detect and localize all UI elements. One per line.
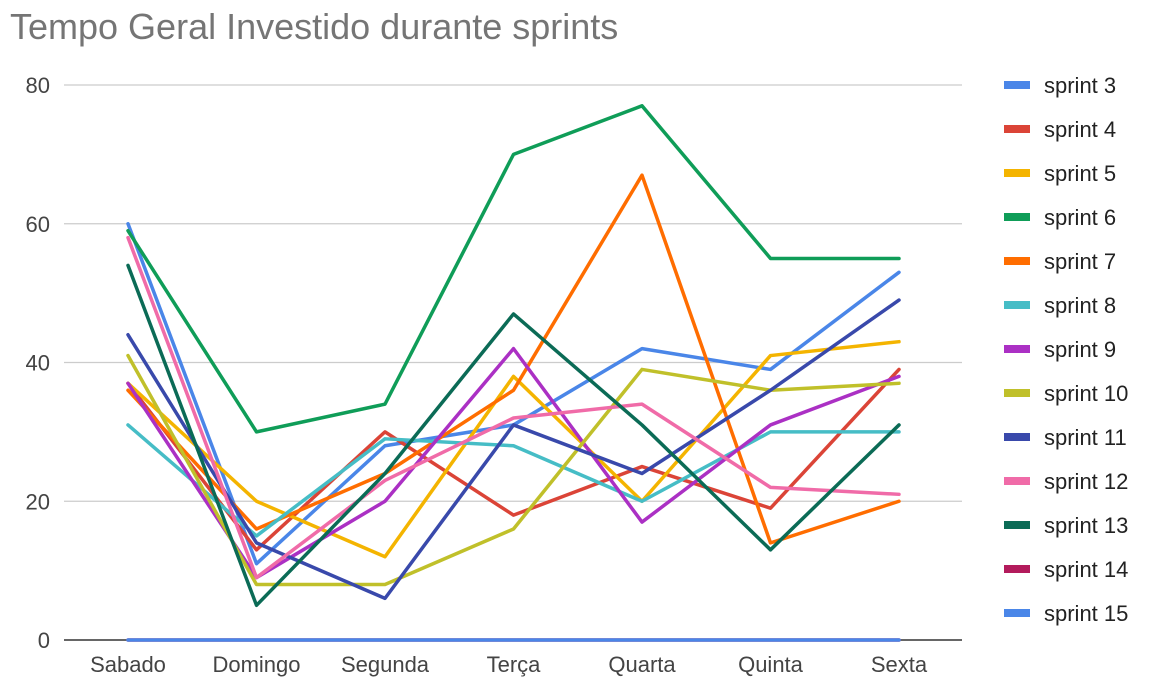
legend-swatch: [1004, 125, 1030, 133]
y-tick-label: 40: [26, 351, 50, 376]
series-line: [126, 367, 901, 552]
x-tick-label: Segunda: [341, 652, 430, 677]
y-tick-label: 80: [26, 73, 50, 98]
series-lines: [126, 104, 901, 642]
legend-swatch: [1004, 213, 1030, 221]
y-tick-label: 20: [26, 489, 50, 514]
legend-swatch: [1004, 389, 1030, 397]
legend-label: sprint 15: [1044, 601, 1128, 626]
series-line: [126, 104, 901, 434]
legend-label: sprint 6: [1044, 205, 1116, 230]
legend-label: sprint 11: [1044, 425, 1127, 450]
y-axis-ticks: 0 20 40 60 80: [26, 73, 50, 653]
legend-label: sprint 7: [1044, 249, 1116, 274]
legend-label: sprint 14: [1044, 557, 1128, 582]
series-line: [126, 235, 901, 580]
legend-swatch: [1004, 433, 1030, 441]
x-tick-label: Sabado: [90, 652, 166, 677]
x-tick-label: Quinta: [738, 652, 804, 677]
legend-swatch: [1004, 477, 1030, 485]
legend-swatch: [1004, 301, 1030, 309]
legend-label: sprint 8: [1044, 293, 1116, 318]
legend-label: sprint 9: [1044, 337, 1116, 362]
legend: sprint 3 sprint 4 sprint 5 sprint 6 sprint 7…: [1004, 73, 1128, 626]
legend-label: sprint 3: [1044, 73, 1116, 98]
series-line: [126, 423, 901, 538]
x-tick-label: Sexta: [871, 652, 928, 677]
y-tick-label: 0: [38, 628, 50, 653]
legend-swatch: [1004, 257, 1030, 265]
legend-label: sprint 13: [1044, 513, 1128, 538]
gridlines: [64, 84, 962, 641]
x-tick-label: Quarta: [608, 652, 676, 677]
legend-label: sprint 4: [1044, 117, 1116, 142]
legend-swatch: [1004, 345, 1030, 353]
legend-swatch: [1004, 565, 1030, 573]
legend-label: sprint 10: [1044, 381, 1128, 406]
legend-label: sprint 5: [1044, 161, 1116, 186]
series-line: [126, 298, 901, 601]
x-tick-label: Domingo: [212, 652, 300, 677]
x-axis-ticks: Sabado Domingo Segunda Terça Quarta Quinta Sex…: [90, 652, 928, 677]
legend-swatch: [1004, 521, 1030, 529]
series-line: [126, 173, 901, 545]
legend-swatch: [1004, 609, 1030, 617]
x-tick-label: Terça: [487, 652, 542, 677]
chart-title: Tempo Geral Investido durante sprints: [10, 6, 619, 47]
y-tick-label: 60: [26, 212, 50, 237]
series-line: [126, 263, 901, 608]
legend-swatch: [1004, 169, 1030, 177]
series-line: [126, 339, 901, 559]
legend-label: sprint 12: [1044, 469, 1128, 494]
legend-swatch: [1004, 81, 1030, 89]
